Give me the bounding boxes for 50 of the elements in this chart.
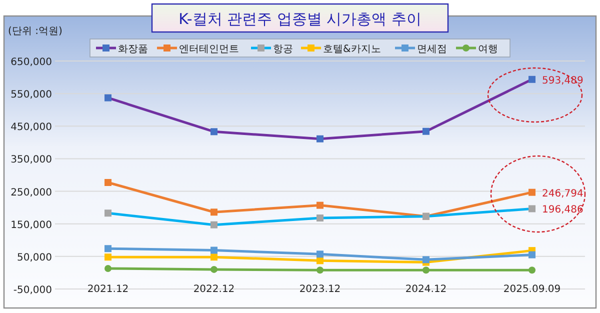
point — [210, 128, 218, 136]
y-tick-label: 550,000 — [10, 90, 52, 101]
y-tick-label: 250,000 — [10, 187, 52, 198]
point — [210, 208, 218, 216]
data-label: 593,489 — [542, 75, 584, 86]
x-tick-label: 2024.12 — [405, 284, 447, 295]
point — [422, 266, 430, 274]
legend-label: 여행 — [478, 44, 498, 55]
point — [210, 221, 218, 228]
point — [316, 266, 324, 274]
point — [316, 214, 324, 222]
legend-label: 엔터테인먼트 — [179, 44, 239, 55]
point — [316, 135, 324, 142]
point — [210, 254, 218, 261]
point — [104, 264, 112, 272]
y-tick-label: 350,000 — [10, 154, 52, 166]
point — [210, 266, 218, 273]
point — [104, 178, 112, 186]
point — [528, 76, 536, 83]
point — [316, 257, 324, 264]
point — [104, 94, 112, 102]
legend-label: 화장품 — [118, 44, 148, 55]
y-tick-label: 50,000 — [17, 252, 52, 264]
x-tick-label: 2022.12 — [193, 284, 235, 295]
point — [210, 246, 218, 254]
legend-label: 호텔&카지노 — [323, 44, 381, 55]
y-tick-label: 650,000 — [10, 57, 52, 68]
point — [422, 128, 430, 135]
legend-label: 면세점 — [417, 44, 447, 55]
x-tick-label: 2023.12 — [299, 284, 341, 295]
data-label: 196,486 — [542, 204, 584, 216]
y-tick-label: -50,000 — [13, 285, 52, 296]
point — [104, 245, 112, 252]
point — [316, 250, 324, 258]
point — [528, 266, 536, 274]
point — [104, 254, 112, 261]
point — [528, 205, 536, 212]
point — [528, 251, 536, 258]
y-axis-title: (단위 :억원) — [8, 26, 62, 37]
point — [104, 210, 112, 217]
y-tick-label: 450,000 — [10, 122, 52, 134]
legend-label: 항공 — [273, 44, 293, 55]
x-tick-label: 2025.09.09 — [503, 284, 561, 295]
point — [422, 256, 430, 264]
x-tick-label: 2021.12 — [87, 284, 129, 295]
data-label: 246,794 — [542, 188, 584, 200]
point — [316, 202, 324, 209]
point — [528, 188, 536, 196]
y-tick-label: 150,000 — [10, 220, 52, 231]
chart-title: K-컬처 관련주 업종별 시가총액 추이 — [178, 10, 422, 28]
